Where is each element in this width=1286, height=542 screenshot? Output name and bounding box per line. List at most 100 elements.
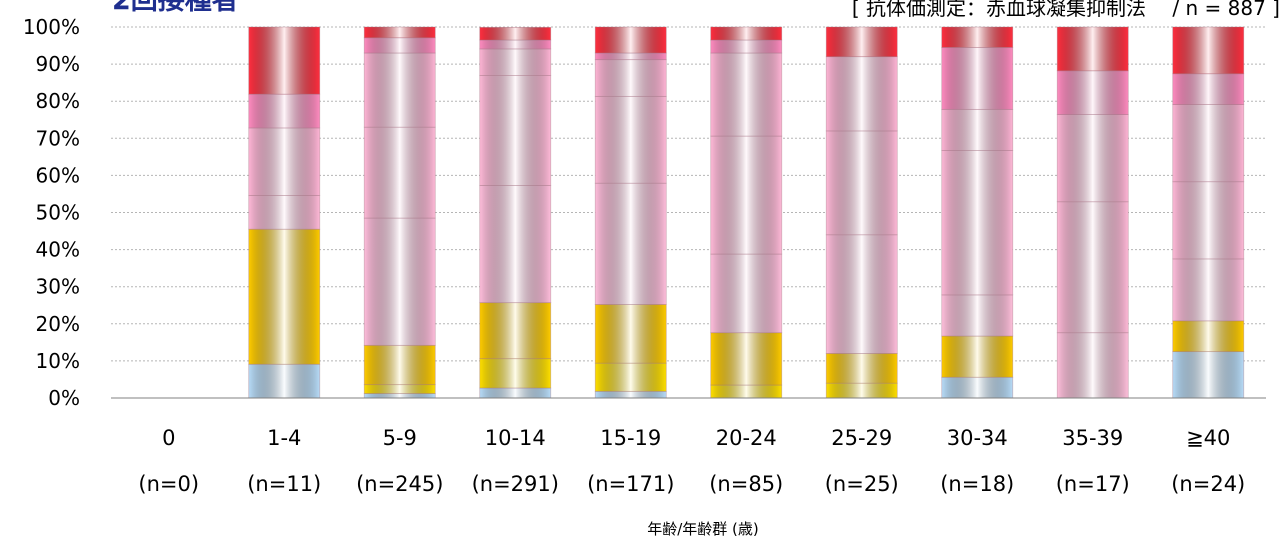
x-tick-n-label: (n=25) bbox=[825, 472, 899, 496]
bar-segment bbox=[710, 39, 783, 54]
y-tick-label: 100% bbox=[23, 15, 80, 39]
bar-segment-shine bbox=[595, 183, 667, 305]
bar-segment bbox=[1056, 201, 1129, 334]
bar-segment bbox=[941, 294, 1014, 337]
bar-segment-shine bbox=[941, 109, 1013, 151]
bar-segment-shine bbox=[1172, 181, 1244, 259]
bar-segment-shine bbox=[364, 345, 436, 385]
bar-segment bbox=[594, 362, 667, 392]
y-tick-label: 0% bbox=[48, 386, 80, 410]
y-tick-label: 50% bbox=[36, 201, 80, 225]
bar-segment bbox=[1172, 351, 1245, 399]
bar-segment-shine bbox=[479, 75, 551, 186]
bar-segment bbox=[248, 26, 321, 95]
bar-segment-shine bbox=[479, 48, 551, 76]
x-tick-n-label: (n=17) bbox=[1056, 472, 1130, 496]
bar-segment bbox=[1056, 114, 1129, 203]
bar-segment-shine bbox=[1172, 104, 1244, 182]
x-tick-label: 1-4 bbox=[267, 426, 301, 450]
bar-segment bbox=[479, 75, 552, 186]
y-tick-label: 80% bbox=[36, 89, 80, 113]
bar-segment bbox=[479, 358, 552, 389]
x-tick-n-label: (n=11) bbox=[247, 472, 321, 496]
bar-segment-shine bbox=[1057, 332, 1129, 398]
bar-segment-shine bbox=[248, 195, 320, 230]
x-tick-label: 30-34 bbox=[947, 426, 1008, 450]
bar-segment-shine bbox=[364, 127, 436, 219]
bar-segment-shine bbox=[710, 52, 782, 137]
bar-segment-outline bbox=[1172, 26, 1245, 75]
bar-segment-shine bbox=[479, 387, 551, 398]
bar-segment-shine bbox=[595, 363, 667, 392]
bar-segment-outline bbox=[363, 52, 436, 128]
x-tick-label: 35-39 bbox=[1062, 426, 1123, 450]
x-tick-label: 15-19 bbox=[600, 426, 661, 450]
y-tick-label: 70% bbox=[36, 126, 80, 150]
bar-segment-shine bbox=[826, 383, 898, 398]
bar-segment-shine bbox=[1057, 27, 1129, 71]
bar-segment-outline bbox=[479, 26, 552, 41]
bar-segment-shine bbox=[364, 52, 436, 128]
bar-segment-shine bbox=[595, 52, 667, 60]
bar-segment bbox=[363, 26, 436, 39]
bars bbox=[248, 26, 1245, 399]
bar-segment-shine bbox=[941, 294, 1013, 337]
bar-segment-shine bbox=[1057, 114, 1129, 202]
bar-segment-shine bbox=[364, 37, 436, 53]
bar-segment bbox=[248, 93, 321, 129]
bar-segment-shine bbox=[364, 27, 436, 38]
bar-segment-outline bbox=[710, 26, 783, 41]
bar-segment-shine bbox=[479, 358, 551, 388]
bar-segment bbox=[1172, 73, 1245, 105]
x-tick-n-label: (n=245) bbox=[356, 472, 443, 496]
bar-segment-shine bbox=[710, 254, 782, 333]
bar-segment bbox=[479, 185, 552, 304]
bar-segment-shine bbox=[595, 304, 667, 364]
bar-segment bbox=[363, 52, 436, 128]
bar-segment-shine bbox=[479, 39, 551, 49]
bar-segment-shine bbox=[710, 332, 782, 386]
bar-segment-shine bbox=[364, 384, 436, 394]
bar-segment bbox=[1172, 26, 1245, 75]
bar-segment bbox=[1172, 104, 1245, 183]
bar-segment-shine bbox=[826, 353, 898, 384]
bar-segment-shine bbox=[710, 136, 782, 255]
bar-segment-shine bbox=[595, 59, 667, 97]
bar-segment-shine bbox=[248, 364, 320, 398]
bar-segment-shine bbox=[826, 130, 898, 235]
bar-segment bbox=[1056, 332, 1129, 399]
bar-segment bbox=[825, 353, 898, 384]
bar-segment bbox=[710, 135, 783, 255]
bar-segment-shine bbox=[248, 127, 320, 196]
bar-segment-shine bbox=[941, 47, 1013, 110]
bar-segment-shine bbox=[1172, 320, 1244, 352]
bar-segment bbox=[479, 302, 552, 360]
bar-segment bbox=[479, 387, 552, 399]
bar-segment bbox=[941, 47, 1014, 110]
bar-segment-shine bbox=[941, 150, 1013, 295]
bar-segment bbox=[363, 393, 436, 399]
x-axis-label: 年齢/年齢群 (歳) bbox=[647, 520, 759, 538]
bar-segment-shine bbox=[248, 94, 320, 128]
y-tick-label: 60% bbox=[36, 163, 80, 187]
bar-segment bbox=[941, 26, 1014, 48]
x-tick-label: 0 bbox=[162, 426, 175, 450]
x-tick-n-label: (n=291) bbox=[472, 472, 559, 496]
bar-segment bbox=[248, 363, 321, 399]
bar-segment bbox=[594, 182, 667, 305]
bar-segment-shine bbox=[1172, 351, 1244, 398]
bar-segment bbox=[825, 26, 898, 58]
bar-segment bbox=[363, 344, 436, 386]
bar-segment bbox=[594, 52, 667, 61]
bar-segment bbox=[825, 56, 898, 132]
y-tick-label: 30% bbox=[36, 275, 80, 299]
bar-segment bbox=[594, 26, 667, 54]
bar-segment-outline bbox=[941, 26, 1014, 48]
bar-segment-shine bbox=[248, 229, 320, 365]
bar-segment bbox=[825, 382, 898, 399]
bar-segment-outline bbox=[479, 185, 552, 304]
bar-segment bbox=[1172, 258, 1245, 322]
bar-segment bbox=[479, 26, 552, 41]
chart-subtitle: [ 抗体価測定：赤血球凝集抑制法 / n = 887 ] bbox=[852, 0, 1280, 20]
x-tick-label: 20-24 bbox=[716, 426, 777, 450]
